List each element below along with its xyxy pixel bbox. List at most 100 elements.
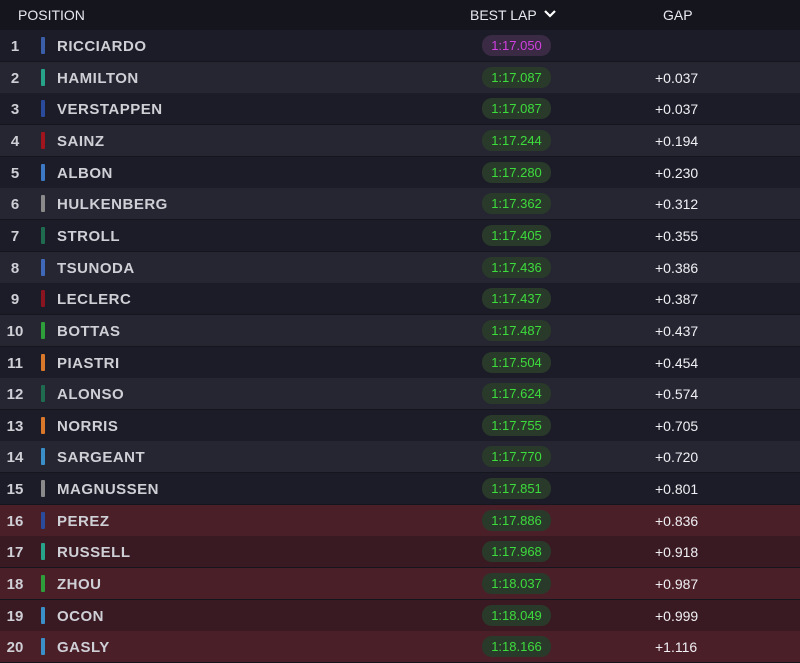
driver-row[interactable]: 20 GASLY 1:18.166 +1.116 xyxy=(0,631,800,663)
best-lap: 1:17.437 xyxy=(482,288,551,310)
team-color-bar xyxy=(41,258,45,276)
driver-name: PIASTRI xyxy=(57,354,120,372)
team-color-bar xyxy=(41,195,45,213)
gap: +0.987 xyxy=(655,576,699,593)
team-color-bar xyxy=(41,606,45,624)
driver-name: GASLY xyxy=(57,639,110,657)
driver-name: HAMILTON xyxy=(57,69,139,87)
team-color-bar xyxy=(41,131,45,149)
position: 3 xyxy=(10,101,20,119)
position: 12 xyxy=(6,386,24,404)
gap: +0.355 xyxy=(655,227,699,244)
gap: +0.386 xyxy=(655,259,699,276)
team-color-bar xyxy=(41,321,45,339)
best-lap: 1:18.049 xyxy=(482,604,551,626)
gap: +0.037 xyxy=(655,101,699,118)
driver-name: HULKENBERG xyxy=(57,196,168,214)
driver-name: RUSSELL xyxy=(57,544,131,562)
best-lap: 1:18.037 xyxy=(482,573,551,595)
driver-name: ALBON xyxy=(57,164,113,182)
position: 14 xyxy=(6,449,24,467)
driver-row[interactable]: 15 MAGNUSSEN 1:17.851 +0.801 xyxy=(0,473,800,505)
gap: +0.918 xyxy=(655,544,699,561)
position: 18 xyxy=(6,576,24,594)
driver-row[interactable]: 19 OCON 1:18.049 +0.999 xyxy=(0,599,800,631)
team-color-bar xyxy=(41,480,45,498)
position-header[interactable]: POSITION xyxy=(18,7,85,23)
position: 10 xyxy=(6,322,24,340)
header: POSITION BEST LAP GAP xyxy=(0,0,800,30)
position: 17 xyxy=(6,544,24,562)
gap: +0.454 xyxy=(655,354,699,371)
gap: +0.312 xyxy=(655,196,699,213)
gap: +0.999 xyxy=(655,607,699,624)
driver-row[interactable]: 17 RUSSELL 1:17.968 +0.918 xyxy=(0,536,800,568)
driver-row[interactable]: 10 BOTTAS 1:17.487 +0.437 xyxy=(0,314,800,346)
position: 7 xyxy=(10,227,20,245)
position: 8 xyxy=(10,259,20,277)
team-color-bar xyxy=(41,638,45,656)
driver-row[interactable]: 6 HULKENBERG 1:17.362 +0.312 xyxy=(0,188,800,220)
best-lap: 1:17.436 xyxy=(482,256,551,278)
team-color-bar xyxy=(41,353,45,371)
driver-name: OCON xyxy=(57,607,104,625)
driver-name: NORRIS xyxy=(57,417,119,435)
gap: +1.116 xyxy=(655,639,698,656)
gap: +0.194 xyxy=(655,132,699,149)
team-color-bar xyxy=(41,163,45,181)
best-lap-header[interactable]: BEST LAP xyxy=(470,7,537,23)
best-lap: 1:17.886 xyxy=(482,509,551,531)
rows: 1 RICCIARDO 1:17.050 2 HAMILTON 1:17.087 +0.03… xyxy=(0,30,800,663)
team-color-bar xyxy=(41,416,45,434)
best-lap: 1:17.087 xyxy=(482,66,551,88)
gap: +0.387 xyxy=(655,291,699,308)
gap: +0.574 xyxy=(655,386,699,403)
driver-row[interactable]: 13 NORRIS 1:17.755 +0.705 xyxy=(0,409,800,441)
driver-name: ZHOU xyxy=(57,576,102,594)
driver-row[interactable]: 18 ZHOU 1:18.037 +0.987 xyxy=(0,568,800,600)
driver-row[interactable]: 5 ALBON 1:17.280 +0.230 xyxy=(0,156,800,188)
team-color-bar xyxy=(41,100,45,118)
team-color-bar xyxy=(41,543,45,561)
sort-chevron[interactable] xyxy=(543,8,557,20)
driver-row[interactable]: 16 PEREZ 1:17.886 +0.836 xyxy=(0,504,800,536)
driver-row[interactable]: 7 STROLL 1:17.405 +0.355 xyxy=(0,219,800,251)
best-lap: 1:17.851 xyxy=(482,478,551,500)
driver-row[interactable]: 9 LECLERC 1:17.437 +0.387 xyxy=(0,283,800,315)
driver-row[interactable]: 8 TSUNODA 1:17.436 +0.386 xyxy=(0,251,800,283)
driver-row[interactable]: 4 SAINZ 1:17.244 +0.194 xyxy=(0,124,800,156)
best-lap: 1:17.487 xyxy=(482,319,551,341)
driver-row[interactable]: 3 VERSTAPPEN 1:17.087 +0.037 xyxy=(0,93,800,125)
position: 19 xyxy=(6,607,24,625)
best-lap: 1:17.770 xyxy=(482,446,551,468)
gap: +0.801 xyxy=(655,481,699,498)
position: 15 xyxy=(6,481,24,499)
driver-row[interactable]: 2 HAMILTON 1:17.087 +0.037 xyxy=(0,61,800,93)
position: 4 xyxy=(10,132,20,150)
driver-row[interactable]: 1 RICCIARDO 1:17.050 xyxy=(0,30,800,61)
gap: +0.720 xyxy=(655,449,699,466)
driver-name: LECLERC xyxy=(57,291,132,309)
position: 2 xyxy=(10,69,20,87)
position: 6 xyxy=(10,196,20,214)
driver-row[interactable]: 14 SARGEANT 1:17.770 +0.720 xyxy=(0,441,800,473)
best-lap: 1:18.166 xyxy=(482,636,551,658)
team-color-bar xyxy=(41,37,45,54)
best-lap: 1:17.050 xyxy=(482,35,551,56)
driver-row[interactable]: 11 PIASTRI 1:17.504 +0.454 xyxy=(0,346,800,378)
gap: +0.705 xyxy=(655,417,699,434)
team-color-bar xyxy=(41,290,45,308)
best-lap: 1:17.624 xyxy=(482,383,551,405)
team-color-bar xyxy=(41,511,45,529)
best-lap: 1:17.968 xyxy=(482,541,551,563)
best-lap: 1:17.362 xyxy=(482,193,551,215)
best-lap: 1:17.244 xyxy=(482,129,551,151)
gap-header[interactable]: GAP xyxy=(663,7,693,23)
driver-name: STROLL xyxy=(57,227,120,245)
driver-name: SAINZ xyxy=(57,132,105,150)
driver-name: ALONSO xyxy=(57,386,125,404)
driver-name: VERSTAPPEN xyxy=(57,101,163,119)
driver-name: PEREZ xyxy=(57,512,110,530)
driver-row[interactable]: 12 ALONSO 1:17.624 +0.574 xyxy=(0,378,800,410)
